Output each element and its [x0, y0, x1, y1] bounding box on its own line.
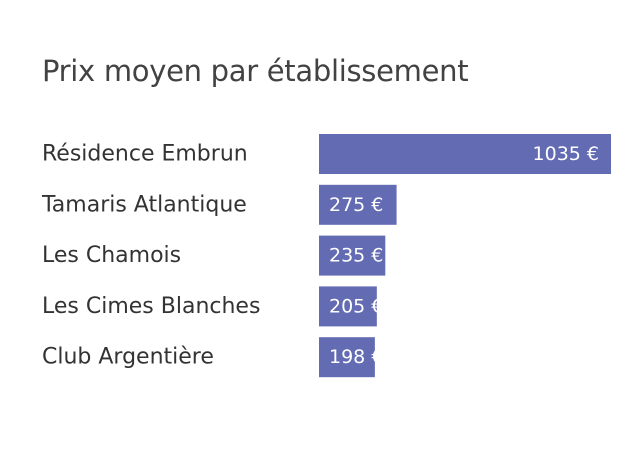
- chart-title: Prix moyen par établissement: [42, 54, 469, 88]
- bar-les-chamois: [319, 235, 386, 276]
- value-label-residence-embrun: 1035 €: [533, 143, 599, 165]
- category-label-les-cimes-blanches: Les Cimes Blanches: [42, 294, 260, 319]
- category-label-les-chamois: Les Chamois: [42, 243, 181, 268]
- value-label-tamaris-atlantique: 275 €: [329, 194, 383, 216]
- value-label-les-chamois: 235 €: [329, 245, 383, 267]
- bars-group: Résidence Embrun 1035 € Tamaris Atlantique…: [41, 134, 611, 378]
- bar-tamaris-atlantique: [319, 184, 397, 225]
- value-label-club-argentiere: 198 €: [329, 346, 383, 368]
- category-label-tamaris-atlantique: Tamaris Atlantique: [41, 192, 247, 217]
- bar-club-argentiere: [319, 337, 375, 378]
- value-label-les-cimes-blanches: 205 €: [329, 295, 383, 317]
- bar-les-cimes-blanches: [319, 286, 377, 327]
- bar-residence-embrun: [319, 134, 611, 174]
- category-label-club-argentiere: Club Argentière: [42, 345, 214, 370]
- category-label-residence-embrun: Résidence Embrun: [42, 142, 248, 167]
